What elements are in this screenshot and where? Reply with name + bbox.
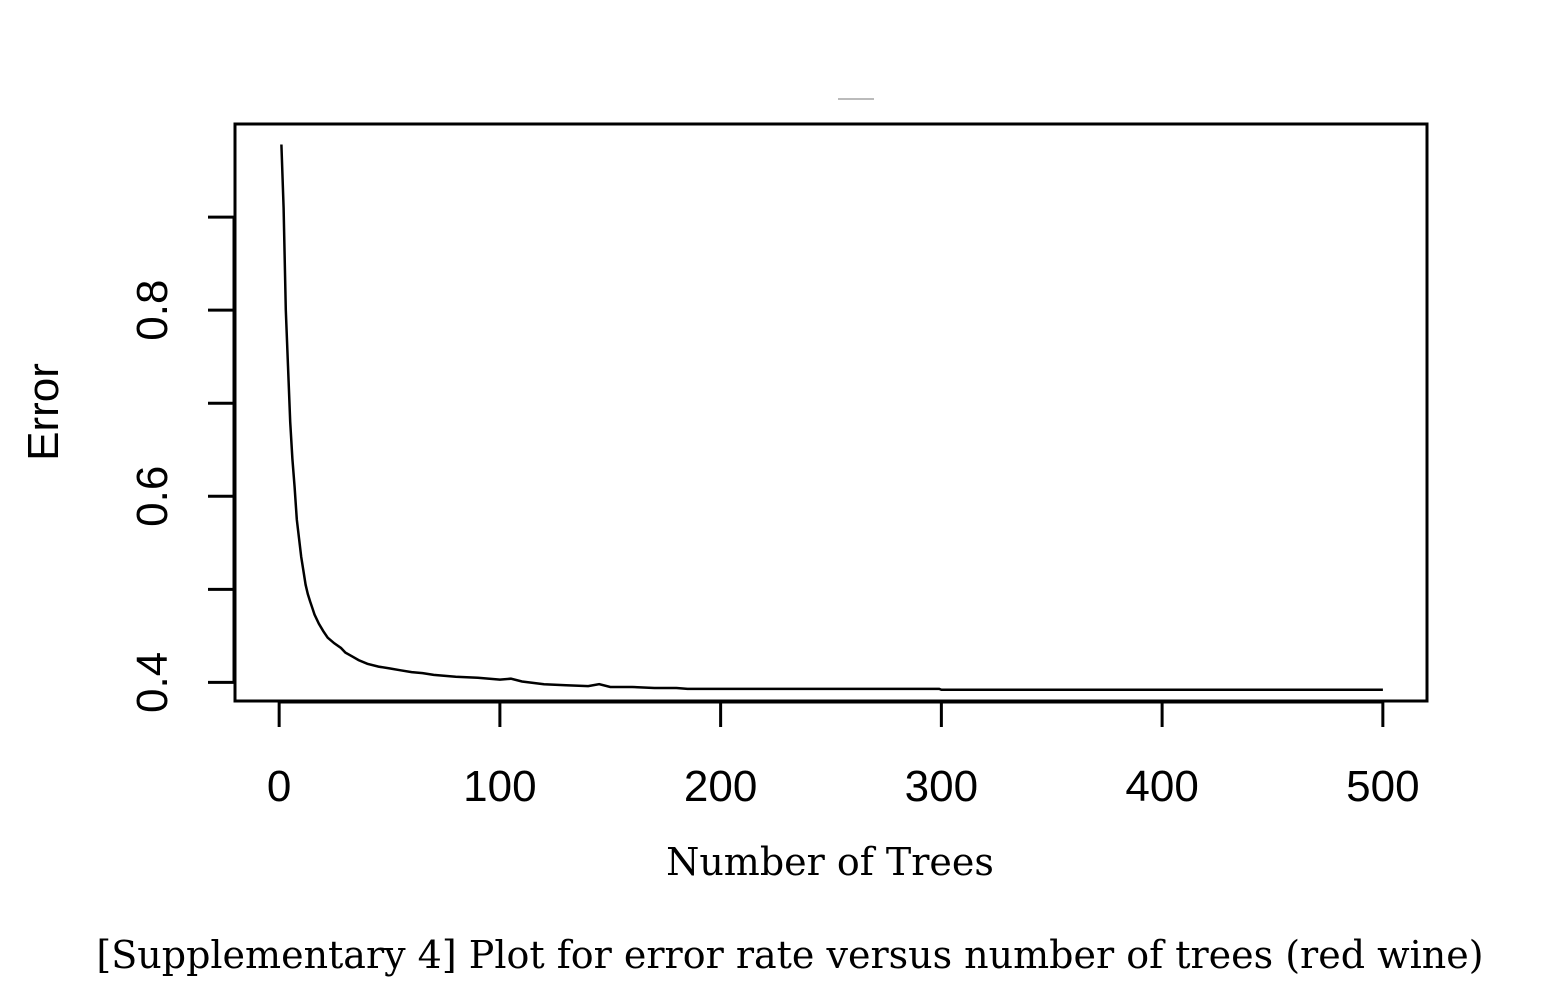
x-tick-label: 100: [463, 762, 536, 811]
x-axis-title: Number of Trees: [666, 840, 994, 884]
error-line: [280, 144, 1383, 692]
y-tick-label: 0.6: [128, 466, 177, 527]
x-tick-label: 400: [1125, 762, 1198, 811]
y-axis-title: Error: [19, 363, 68, 461]
y-tick-label: 0.8: [128, 280, 177, 341]
plot-frame: [233, 122, 1429, 703]
y-tick-label: 0.4: [128, 652, 177, 713]
x-tick-label: 500: [1346, 762, 1419, 811]
figure-caption: [Supplementary 4] Plot for error rate ve…: [96, 933, 1483, 977]
y-axis: 0.4 0.6 0.8: [128, 215, 236, 713]
x-tick-label: 0: [267, 762, 291, 811]
x-tick-label: 200: [684, 762, 757, 811]
x-axis: 0 100 200 300 400 500: [267, 700, 1420, 811]
x-tick-label: 300: [905, 762, 978, 811]
